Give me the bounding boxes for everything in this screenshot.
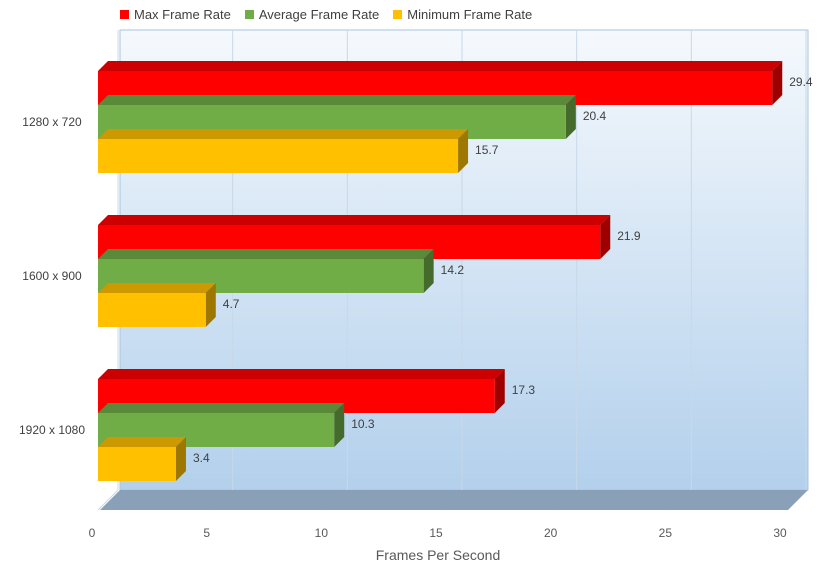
bar-end-1-1 [423,249,434,293]
legend-swatch-minimum [393,10,403,19]
data-label-0-1: 20.4 [583,109,607,123]
x-tick-label-5: 25 [659,526,673,540]
chart-legend: Max Frame Rate Average Frame Rate Minimu… [120,7,532,22]
data-label-0-2: 15.7 [475,143,499,157]
data-label-0-0: 29.4 [789,75,813,89]
x-tick-labels: 0 5 10 15 20 25 30 [89,526,787,540]
bar-end-1-2 [205,283,216,327]
category-labels: 1280 x 720 1600 x 900 1920 x 1080 [19,115,85,437]
legend-label-minimum: Minimum Frame Rate [407,7,533,22]
legend-label-average: Average Frame Rate [258,7,380,22]
bar-front-0-2 [98,139,459,173]
bar-top-1-1 [98,249,434,259]
bar-top-2-0 [98,369,505,379]
x-tick-label-6: 30 [773,526,787,540]
x-tick-label-0: 0 [89,526,96,540]
data-label-1-1: 14.2 [441,263,465,277]
bar-2-2 [98,437,186,481]
legend-swatch-max [120,10,129,19]
bars [98,61,783,481]
legend-swatch-average [244,10,254,19]
bar-top-2-2 [98,437,186,447]
data-labels: 29.4 20.4 15.7 21.9 14.2 4.7 17.3 10.3 3.4 [193,75,813,465]
bar-top-0-0 [98,61,783,71]
bar-top-0-2 [98,129,469,139]
bar-front-1-2 [98,293,206,327]
x-tick-label-1: 5 [203,526,210,540]
floor-gridline-0 [97,489,119,511]
bar-end-1-0 [600,215,611,259]
bar-end-0-2 [458,129,469,173]
x-tick-label-3: 15 [429,526,443,540]
category-label-2: 1920 x 1080 [19,423,85,437]
bar-end-0-0 [772,61,783,105]
category-label-0: 1280 x 720 [22,115,82,129]
bar-top-0-1 [98,95,576,105]
bar-end-2-1 [334,403,345,447]
data-label-1-2: 4.7 [223,297,240,311]
x-tick-label-2: 10 [315,526,329,540]
data-label-2-1: 10.3 [351,417,375,431]
bar-end-2-0 [494,369,505,413]
bar-front-2-2 [98,447,176,481]
plot-floor [100,490,808,510]
data-label-2-2: 3.4 [193,451,210,465]
bar-end-2-2 [175,437,186,481]
legend-item-max: Max Frame Rate [120,7,231,22]
bar-end-0-1 [565,95,576,139]
x-axis-title: Frames Per Second [376,547,501,563]
data-label-2-0: 17.3 [512,383,536,397]
x-tick-label-4: 20 [544,526,558,540]
legend-item-average: Average Frame Rate [244,7,380,22]
legend-item-minimum: Minimum Frame Rate [393,7,532,22]
legend-label-max: Max Frame Rate [134,7,231,22]
category-label-1: 1600 x 900 [22,269,82,283]
bar-1-2 [98,283,216,327]
bar-0-2 [98,129,469,173]
data-label-1-0: 21.9 [617,229,641,243]
bar-top-1-0 [98,215,611,225]
bar-top-2-1 [98,403,345,413]
bar-top-1-2 [98,283,216,293]
